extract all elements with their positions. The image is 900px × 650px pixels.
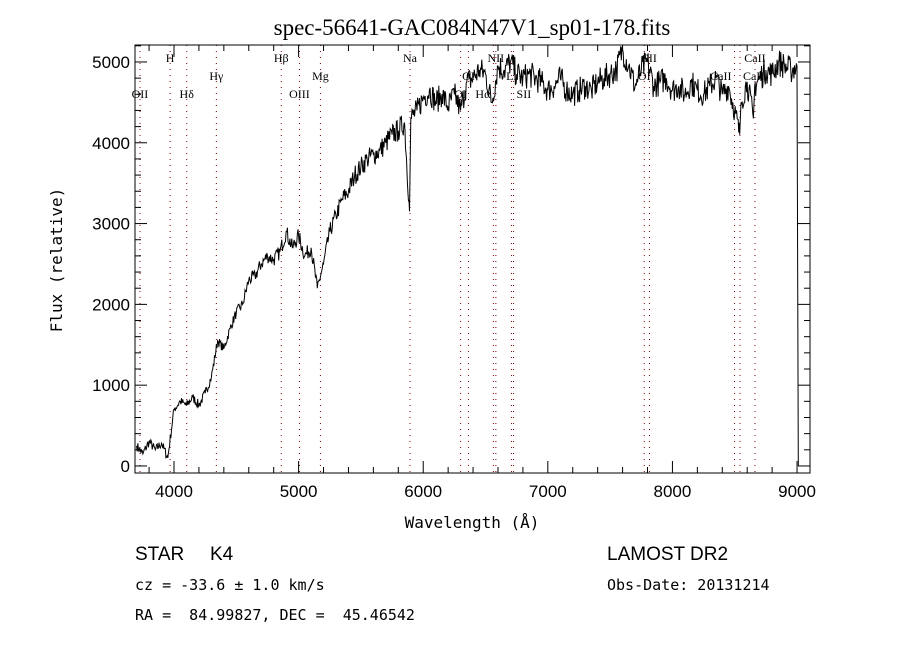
line-marker-label: Na xyxy=(403,51,418,65)
x-tick-label: 8000 xyxy=(654,482,692,501)
coords-text: RA = 84.99827, DEC = 45.46542 xyxy=(135,606,415,624)
x-tick-label: 9000 xyxy=(778,482,816,501)
line-marker-label: Mg xyxy=(312,69,329,83)
object-subclass: K4 xyxy=(210,544,234,565)
x-tick-label: 5000 xyxy=(280,482,318,501)
line-marker-label: Hβ xyxy=(274,51,289,65)
line-marker-label: OIII xyxy=(289,87,310,101)
spectrum-series xyxy=(136,46,799,467)
y-axis-label: Flux (relative) xyxy=(47,188,66,333)
x-tick-label: 4000 xyxy=(155,482,193,501)
line-marker-label: CaII xyxy=(744,51,765,65)
x-tick-label: 6000 xyxy=(404,482,442,501)
spectrum-line xyxy=(136,46,799,467)
x-tick-label: 7000 xyxy=(529,482,567,501)
plot-frame xyxy=(134,44,811,474)
y-tick-label: 2000 xyxy=(92,295,130,314)
line-marker-label: H xyxy=(166,51,175,65)
line-marker-label: Hδ xyxy=(180,87,195,101)
x-axis-label: Wavelength (Å) xyxy=(405,513,540,532)
y-tick-label: 3000 xyxy=(92,215,130,234)
survey-name: LAMOST DR2 xyxy=(607,544,728,565)
line-marker-label: Li xyxy=(506,69,517,83)
y-tick-label: 0 xyxy=(121,457,130,476)
chart-title: spec-56641-GAC084N47V1_sp01-178.fits xyxy=(274,15,671,40)
obs-date-text: Obs-Date: 20131214 xyxy=(607,576,770,594)
axes: 4000 5000 6000 7000 8000 9000 0 1000 2000 3000 400… xyxy=(92,45,816,501)
redshift-text: cz = -33.6 ± 1.0 km/s xyxy=(135,576,325,594)
y-tick-label: 1000 xyxy=(92,376,130,395)
line-marker-label: Hγ xyxy=(209,69,224,83)
object-class: STAR xyxy=(135,544,184,565)
line-marker-label: SII xyxy=(517,87,532,101)
line-marker-label: NII xyxy=(488,51,505,65)
y-tick-label: 4000 xyxy=(92,134,130,153)
y-tick-label: 5000 xyxy=(92,53,130,72)
